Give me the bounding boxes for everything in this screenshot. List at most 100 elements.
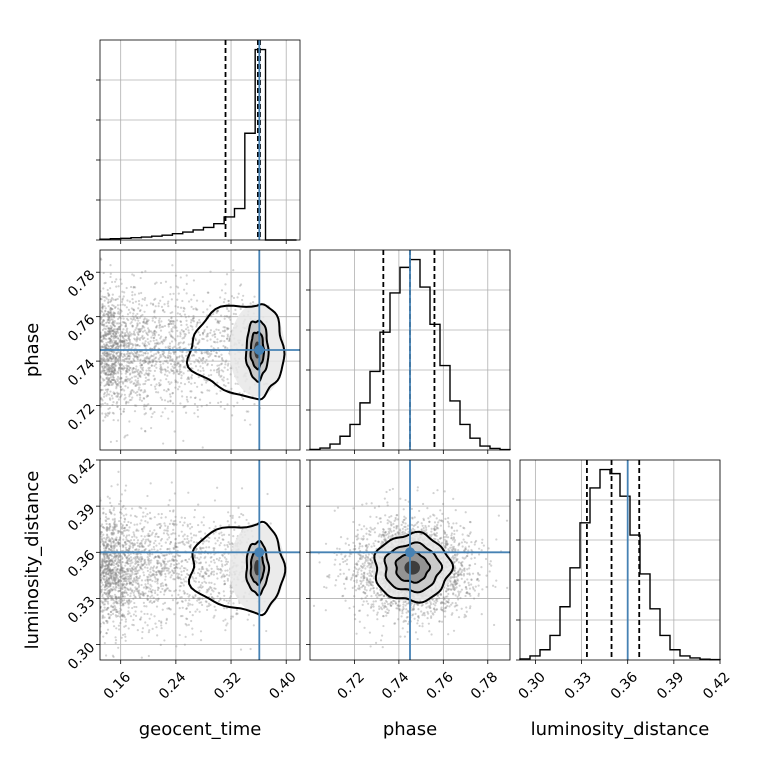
sample-point bbox=[227, 339, 230, 342]
sample-point bbox=[125, 573, 128, 576]
sample-point bbox=[215, 371, 219, 374]
sample-point bbox=[131, 291, 134, 294]
sample-point bbox=[174, 545, 177, 548]
sample-point bbox=[128, 352, 131, 355]
sample-point bbox=[157, 555, 160, 559]
sample-point bbox=[133, 337, 136, 340]
sample-point bbox=[115, 402, 118, 405]
sample-point bbox=[162, 560, 165, 564]
sample-point bbox=[108, 539, 111, 543]
sample-point bbox=[110, 366, 113, 369]
sample-point bbox=[106, 360, 109, 363]
sample-point bbox=[208, 587, 211, 590]
sample-point bbox=[112, 527, 115, 530]
sample-point bbox=[179, 382, 183, 385]
sample-point bbox=[189, 362, 192, 365]
sample-point bbox=[120, 580, 123, 583]
sample-point bbox=[164, 589, 167, 592]
sample-point bbox=[156, 350, 159, 353]
sample-point bbox=[103, 365, 107, 368]
sample-point bbox=[460, 570, 463, 574]
sample-point bbox=[136, 323, 139, 326]
sample-point bbox=[151, 302, 155, 306]
sample-point bbox=[133, 371, 136, 374]
sample-point bbox=[167, 346, 170, 350]
scatter-panel-geocent_time-phase: 0.720.740.760.78 bbox=[65, 249, 301, 454]
sample-point bbox=[116, 565, 120, 568]
sample-point bbox=[114, 587, 117, 590]
sample-point bbox=[158, 384, 161, 387]
sample-point bbox=[102, 334, 105, 338]
sample-point bbox=[121, 543, 124, 547]
sample-point bbox=[467, 549, 470, 552]
sample-point bbox=[106, 330, 109, 333]
sample-point bbox=[120, 585, 124, 588]
sample-point bbox=[102, 338, 105, 341]
sample-point bbox=[118, 327, 121, 330]
sample-point bbox=[147, 559, 150, 563]
sample-point bbox=[133, 523, 136, 526]
sample-point bbox=[166, 374, 169, 377]
sample-point bbox=[134, 343, 137, 346]
sample-point bbox=[110, 358, 113, 361]
sample-point bbox=[130, 389, 133, 392]
sample-point bbox=[156, 562, 159, 565]
sample-point bbox=[126, 299, 129, 302]
sample-point bbox=[134, 368, 138, 371]
sample-point bbox=[104, 513, 108, 516]
sample-point bbox=[198, 318, 201, 322]
sample-point bbox=[97, 567, 99, 569]
sample-point bbox=[120, 601, 123, 604]
sample-point bbox=[106, 376, 109, 379]
sample-point bbox=[185, 292, 188, 295]
sample-point bbox=[189, 390, 192, 393]
sample-point bbox=[124, 579, 127, 583]
sample-point bbox=[108, 497, 111, 500]
sample-point bbox=[201, 337, 204, 341]
sample-point bbox=[216, 319, 219, 322]
sample-point bbox=[113, 608, 116, 612]
sample-point bbox=[134, 568, 138, 571]
sample-point bbox=[107, 585, 110, 589]
sample-point bbox=[115, 332, 118, 335]
sample-point bbox=[108, 383, 111, 387]
sample-point bbox=[150, 594, 154, 597]
sample-point bbox=[111, 378, 114, 381]
sample-point bbox=[151, 331, 154, 334]
sample-point bbox=[121, 355, 125, 358]
sample-point bbox=[105, 573, 108, 576]
sample-point bbox=[192, 596, 196, 600]
sample-point bbox=[165, 378, 168, 381]
sample-point bbox=[163, 590, 166, 593]
sample-point bbox=[100, 290, 102, 293]
sample-point bbox=[137, 585, 140, 589]
sample-point bbox=[112, 547, 115, 550]
sample-point bbox=[160, 355, 163, 358]
sample-point bbox=[142, 337, 145, 341]
sample-point bbox=[212, 570, 216, 573]
sample-point bbox=[173, 524, 176, 527]
sample-point bbox=[127, 361, 130, 364]
sample-point bbox=[123, 570, 126, 573]
sample-point bbox=[147, 631, 150, 634]
sample-point bbox=[94, 391, 96, 393]
sample-point bbox=[175, 358, 178, 361]
sample-point bbox=[131, 535, 134, 539]
sample-point bbox=[220, 569, 223, 572]
sample-point bbox=[139, 329, 142, 332]
sample-point bbox=[189, 543, 192, 547]
sample-point bbox=[167, 503, 170, 507]
sample-point bbox=[175, 368, 178, 372]
sample-point bbox=[169, 399, 172, 402]
sample-point bbox=[122, 591, 125, 594]
sample-point bbox=[106, 364, 109, 367]
sample-point bbox=[170, 574, 173, 577]
sample-point bbox=[199, 584, 202, 587]
sample-point bbox=[150, 364, 153, 367]
sample-point bbox=[119, 364, 122, 367]
sample-point bbox=[129, 587, 132, 590]
sample-point bbox=[133, 332, 136, 335]
sample-point bbox=[109, 356, 112, 359]
sample-point bbox=[168, 359, 171, 362]
sample-point bbox=[109, 352, 113, 356]
